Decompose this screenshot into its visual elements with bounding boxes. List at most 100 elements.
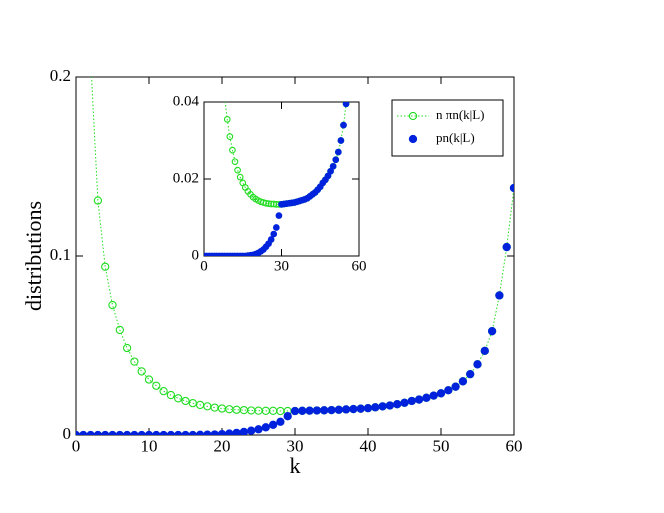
data-point bbox=[203, 430, 212, 435]
y-tick-label: 0.04 bbox=[173, 93, 200, 109]
data-point bbox=[236, 173, 244, 181]
data-point bbox=[144, 375, 154, 384]
data-point bbox=[195, 430, 205, 435]
y-tick-label: 0 bbox=[192, 247, 200, 263]
legend-label: n πn(k|L) bbox=[436, 107, 485, 122]
data-point bbox=[283, 412, 292, 421]
y-tick-label: 0.02 bbox=[173, 170, 199, 186]
data-point bbox=[329, 162, 337, 170]
data-point bbox=[122, 343, 132, 353]
data-point bbox=[400, 398, 409, 407]
data-point bbox=[451, 382, 460, 391]
data-point bbox=[239, 427, 249, 435]
y-axis-label: distributions bbox=[21, 201, 46, 311]
data-point bbox=[290, 406, 300, 416]
data-point bbox=[101, 262, 110, 271]
data-point bbox=[174, 430, 183, 435]
data-point bbox=[422, 393, 431, 402]
data-point bbox=[502, 242, 511, 252]
x-tick-label: 30 bbox=[274, 259, 289, 275]
data-point bbox=[261, 423, 270, 432]
data-point bbox=[159, 386, 168, 396]
data-point bbox=[340, 121, 347, 129]
data-point bbox=[87, 56, 94, 63]
data-point bbox=[337, 137, 345, 144]
data-point bbox=[93, 196, 103, 205]
data-point bbox=[115, 325, 124, 335]
data-point bbox=[159, 430, 168, 435]
y-tick-label: 0.1 bbox=[50, 245, 71, 264]
data-point bbox=[436, 389, 446, 398]
data-point bbox=[378, 402, 387, 411]
data-point bbox=[414, 395, 424, 404]
data-point bbox=[480, 346, 489, 356]
x-axis-label: k bbox=[290, 453, 301, 478]
data-point bbox=[79, 430, 88, 435]
data-point bbox=[348, 30, 354, 36]
x-tick-label: 40 bbox=[360, 437, 377, 456]
data-point bbox=[130, 430, 139, 435]
data-point bbox=[305, 406, 314, 415]
x-tick-label: 50 bbox=[433, 437, 450, 456]
data-point bbox=[473, 360, 482, 369]
data-point bbox=[320, 406, 329, 415]
data-point bbox=[495, 291, 504, 300]
x-tick-label: 20 bbox=[214, 437, 231, 456]
legend-label: pn(k|L) bbox=[436, 130, 475, 145]
data-point bbox=[334, 405, 343, 414]
data-point bbox=[247, 426, 256, 435]
data-point bbox=[342, 102, 350, 108]
data-point bbox=[349, 404, 358, 414]
data-point bbox=[275, 212, 283, 219]
data-point bbox=[93, 430, 103, 435]
data-point bbox=[181, 396, 190, 406]
data-point bbox=[334, 148, 342, 156]
data-point bbox=[276, 417, 285, 426]
data-point bbox=[108, 430, 117, 435]
data-point bbox=[458, 377, 468, 386]
legend-box bbox=[391, 99, 504, 157]
data-point bbox=[407, 396, 416, 406]
x-tick-label: 0 bbox=[200, 259, 208, 275]
data-point bbox=[272, 224, 280, 231]
data-point bbox=[130, 357, 139, 366]
x-tick-label: 60 bbox=[506, 437, 523, 456]
data-point bbox=[393, 400, 402, 409]
series-group bbox=[204, 27, 354, 256]
data-point bbox=[487, 327, 497, 336]
data-point bbox=[223, 115, 231, 123]
y-tick-label: 0 bbox=[63, 424, 72, 443]
data-point bbox=[137, 367, 146, 376]
data-point bbox=[229, 146, 236, 154]
data-point bbox=[371, 403, 380, 412]
data-point bbox=[217, 27, 223, 33]
data-point bbox=[466, 369, 475, 379]
data-point bbox=[348, 30, 354, 36]
legend-marker bbox=[408, 111, 418, 121]
x-tick-label: 60 bbox=[352, 259, 367, 275]
data-point bbox=[312, 406, 322, 415]
data-point bbox=[181, 430, 190, 435]
data-point bbox=[226, 133, 234, 140]
data-point bbox=[231, 158, 239, 166]
data-point bbox=[363, 403, 373, 413]
data-point bbox=[219, 66, 225, 72]
plot-area bbox=[203, 101, 360, 257]
x-tick-label: 30 bbox=[287, 437, 304, 456]
data-point bbox=[268, 420, 278, 429]
data-point bbox=[108, 300, 117, 310]
y-tick-label: 0.2 bbox=[50, 66, 71, 85]
data-point bbox=[86, 430, 95, 435]
data-point bbox=[174, 394, 183, 403]
data-point bbox=[327, 167, 334, 175]
data-point bbox=[332, 156, 340, 164]
x-tick-label: 10 bbox=[141, 437, 158, 456]
data-point bbox=[188, 430, 197, 435]
data-point bbox=[267, 236, 275, 243]
data-point bbox=[509, 183, 514, 193]
data-point bbox=[385, 401, 395, 410]
data-point bbox=[444, 386, 453, 395]
data-point bbox=[254, 425, 263, 434]
data-point bbox=[298, 406, 307, 415]
